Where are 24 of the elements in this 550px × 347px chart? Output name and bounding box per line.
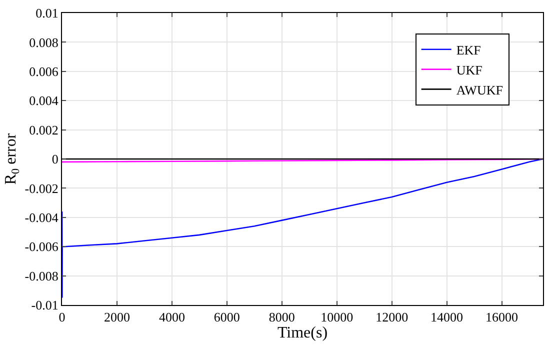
x-tick-label: 6000 (214, 310, 240, 325)
x-tick-label: 4000 (158, 310, 185, 325)
y-tick-label: 0 (52, 152, 58, 167)
x-tick-label: 12000 (376, 310, 408, 325)
x-axis-title: Time(s) (277, 324, 328, 342)
legend-label: AWUKF (456, 82, 503, 98)
line-series (62, 158, 543, 298)
y-tick-label: 0.01 (36, 6, 58, 21)
y-tick-label: -0.008 (24, 268, 58, 284)
y-tick-label: 0.002 (29, 122, 58, 138)
y-tick-label: -0.01 (31, 298, 58, 313)
y-tick-label: -0.002 (24, 180, 58, 196)
x-tick-label: 16000 (486, 310, 518, 325)
y-tick-label: 0.008 (29, 34, 58, 50)
legend-label: EKF (456, 42, 481, 58)
x-tick-label: 10000 (320, 310, 354, 325)
y-tick-label: -0.004 (24, 210, 59, 225)
x-tick-label: 8000 (268, 310, 295, 325)
x-tick-label: 14000 (430, 310, 464, 325)
x-tick-label: 2000 (104, 310, 130, 325)
y-tick-label: 0.004 (29, 93, 59, 108)
y-tick-label: 0.006 (29, 64, 59, 79)
legend-label: UKF (456, 62, 482, 78)
y-tick-label: -0.006 (24, 239, 59, 254)
